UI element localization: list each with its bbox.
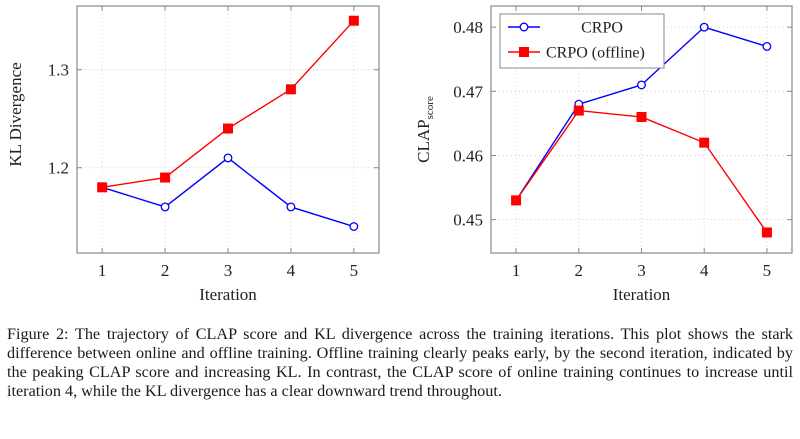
y-axis-label-main: CLAP — [414, 119, 433, 162]
x-tick-label: 1 — [98, 261, 107, 280]
series-markers — [511, 22, 772, 238]
data-point-crpo-offline — [348, 15, 359, 26]
data-point-crpo — [223, 153, 233, 163]
series-line-crpo — [101, 157, 355, 228]
x-axis-label: Iteration — [613, 285, 671, 304]
data-point-crpo-offline — [223, 123, 233, 134]
y-tick-labels: 1.2 1.3 — [48, 61, 69, 178]
legend-marker-crpo-offline — [519, 47, 529, 57]
data-point-crpo — [349, 222, 359, 231]
x-tick-label: 3 — [637, 261, 646, 280]
legend-label-crpo-offline: CRPO (offline) — [546, 45, 645, 62]
legend: CRPO CRPO (offline) — [499, 13, 665, 69]
x-axis-label: Iteration — [199, 285, 257, 304]
legend-label-crpo: CRPO — [581, 20, 623, 37]
x-tick-label: 2 — [575, 261, 584, 280]
data-point-crpo-offline — [573, 105, 584, 116]
kl-divergence-plot: 1 2 3 4 5 1.2 1.3 Iteration KL Divergence — [6, 5, 380, 304]
data-point-crpo — [637, 80, 646, 90]
y-tick-labels: 0.45 0.46 0.47 0.48 — [453, 18, 483, 229]
y-axis-label-subscript: score — [424, 96, 436, 119]
x-tick-labels: 1 2 3 4 5 — [512, 261, 771, 280]
data-point-crpo-offline — [511, 195, 522, 206]
data-point-crpo — [762, 41, 772, 51]
y-axis-label: KL Divergence — [6, 62, 25, 166]
y-tick-label: 0.48 — [453, 18, 483, 37]
data-point-crpo-offline — [761, 227, 772, 238]
figure-caption: Figure 2: The trajectory of CLAP score a… — [7, 325, 793, 400]
tick-marks — [491, 6, 792, 253]
legend-box — [499, 13, 665, 69]
x-tick-label: 5 — [763, 261, 772, 280]
y-axis-label: CLAPscore — [414, 96, 436, 163]
data-point-crpo — [699, 22, 709, 32]
y-tick-label: 0.47 — [453, 82, 483, 101]
x-tick-label: 2 — [161, 261, 170, 280]
x-tick-label: 5 — [350, 261, 359, 280]
series-markers — [97, 15, 359, 231]
y-tick-label: 0.46 — [453, 146, 483, 165]
y-tick-label: 1.3 — [48, 61, 69, 80]
data-point-crpo-offline — [636, 111, 647, 122]
x-tick-label: 4 — [700, 261, 709, 280]
x-tick-labels: 1 2 3 4 5 — [98, 261, 358, 280]
clap-score-plot: 1 2 3 4 5 0.45 0.46 0.47 0.48 Iteration CLAPsco… — [414, 5, 793, 304]
tick-marks — [77, 6, 379, 253]
y-tick-label: 0.45 — [453, 211, 483, 230]
data-point-crpo-offline — [97, 182, 108, 193]
data-point-crpo-offline — [285, 84, 296, 95]
figure: 1 2 3 4 5 1.2 1.3 Iteration KL Divergence 1 2 3… — [6, 5, 793, 304]
y-tick-label: 1.2 — [48, 159, 69, 178]
x-tick-label: 3 — [224, 261, 233, 280]
data-point-crpo-offline — [699, 137, 710, 148]
legend-marker-crpo — [519, 22, 529, 32]
x-tick-label: 1 — [512, 261, 521, 280]
data-point-crpo — [286, 202, 296, 212]
data-point-crpo-offline — [160, 172, 171, 183]
data-point-crpo — [160, 202, 170, 212]
x-tick-label: 4 — [287, 261, 296, 280]
